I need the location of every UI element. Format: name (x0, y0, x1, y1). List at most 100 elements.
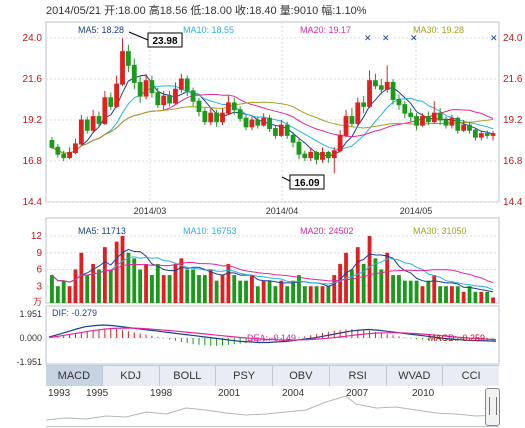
candle-body (273, 128, 278, 136)
macd-tick: 0.000 (19, 333, 42, 343)
volume-bar (426, 280, 431, 303)
volume-bar (355, 247, 360, 303)
volume-bar (420, 286, 425, 303)
volume-bar (291, 280, 295, 303)
price-tick: 21.6 (23, 74, 43, 85)
volume-tick: 9 (36, 248, 42, 259)
candle-body (367, 80, 372, 107)
volume-bar (297, 275, 301, 303)
candle-body (484, 133, 490, 136)
volume-bar (108, 269, 113, 303)
volume-bar (320, 286, 325, 303)
macd-line (48, 324, 497, 344)
year-label: 1993 (48, 388, 71, 399)
ma5-line (51, 74, 494, 157)
candle-body (243, 117, 249, 128)
vol-ma5-label: MA5: 11713 (78, 226, 126, 236)
candle-body (78, 119, 84, 145)
macd-label: MACD: -0.259 (428, 333, 485, 343)
volume-bar (191, 269, 196, 303)
volume-bar (102, 247, 107, 303)
candle-body (325, 151, 331, 159)
candle-body (425, 116, 431, 123)
volume-bar (91, 263, 96, 303)
date-label: 2014/05 (400, 206, 433, 216)
candle-body (449, 117, 455, 126)
quote-close: 收:18.40 (235, 5, 277, 17)
tab-cci[interactable]: CCI (461, 370, 481, 382)
volume-bar (55, 286, 60, 303)
price-panel (45, 21, 500, 203)
volume-bar (202, 275, 207, 303)
marker-icon: ✕ (410, 33, 418, 43)
macd-panel (45, 305, 500, 365)
volume-bar (232, 275, 237, 303)
volume-bar (391, 275, 395, 303)
tab-macd[interactable]: MACD (46, 366, 103, 386)
volume-bar (132, 258, 137, 303)
candle-body (173, 88, 178, 104)
candle-body (255, 119, 261, 126)
volume-bar (85, 275, 90, 303)
year-label: 2010 (412, 388, 435, 399)
candle-body (408, 112, 414, 118)
tab-kdj[interactable]: KDJ (103, 366, 160, 386)
volume-bar (179, 258, 184, 303)
candle-body (190, 90, 196, 102)
tab-wvad[interactable]: WVAD (387, 366, 444, 386)
volume-bar (97, 269, 101, 303)
year-label: 1998 (150, 388, 173, 399)
volume-bar (114, 241, 119, 303)
candle-body (314, 151, 320, 160)
tab-boll[interactable]: BOLL (160, 366, 217, 386)
candle-body (473, 129, 478, 138)
volume-bar (155, 263, 160, 303)
vol-ma5-line (51, 248, 494, 293)
dea-label: DEA: -0.149 (247, 333, 296, 343)
volume-bar (126, 252, 131, 303)
tab-psy[interactable]: PSY (216, 366, 273, 386)
high-callout: 23.98 (128, 31, 183, 48)
volume-tick: 6 (36, 265, 42, 276)
timeline-drag-handle[interactable] (485, 388, 500, 426)
candle-body (343, 116, 349, 136)
candle-body (220, 112, 225, 123)
moving-average-lines (51, 74, 494, 157)
volume-bar (367, 236, 372, 303)
ma5-label: MA5: 18.28 (78, 25, 124, 35)
candle-body (361, 102, 367, 107)
candle-body (414, 116, 420, 126)
candle-body (249, 119, 255, 128)
marker-icon: ✕ (490, 33, 498, 43)
price-axis-left: 24.0 21.6 19.2 16.8 14.4 (23, 33, 43, 208)
candle-body (349, 116, 355, 124)
candle-body (96, 116, 102, 124)
volume-bar (402, 280, 407, 303)
candle-body (90, 116, 96, 131)
candle-body (114, 83, 120, 107)
history-timeline[interactable]: 1993 1995 1998 2001 2004 2007 2010 (46, 386, 499, 427)
candle-body (478, 133, 484, 138)
volume-bar (208, 269, 213, 303)
volume-bar (250, 275, 254, 303)
volume-bars (50, 236, 495, 303)
volume-bar (479, 291, 484, 303)
candle-body (278, 124, 284, 136)
candle-body (437, 112, 443, 121)
candle-body (267, 117, 272, 130)
volume-bar (449, 286, 454, 303)
quote-open: 开:18.00 (104, 5, 146, 17)
volume-bar (173, 263, 178, 303)
tab-rsi[interactable]: RSI (330, 366, 387, 386)
candle-body (461, 124, 467, 131)
candle-body (284, 124, 290, 136)
price-tick: 16.8 (503, 156, 523, 167)
volume-bar (302, 286, 307, 303)
candle-body (384, 81, 390, 90)
tab-obv[interactable]: OBV (273, 366, 330, 386)
macd-tick: 1.951 (19, 309, 42, 319)
price-tick: 14.4 (503, 197, 523, 208)
candle-body (402, 104, 408, 114)
candle-body (420, 116, 425, 126)
price-tick: 24.0 (503, 33, 523, 44)
